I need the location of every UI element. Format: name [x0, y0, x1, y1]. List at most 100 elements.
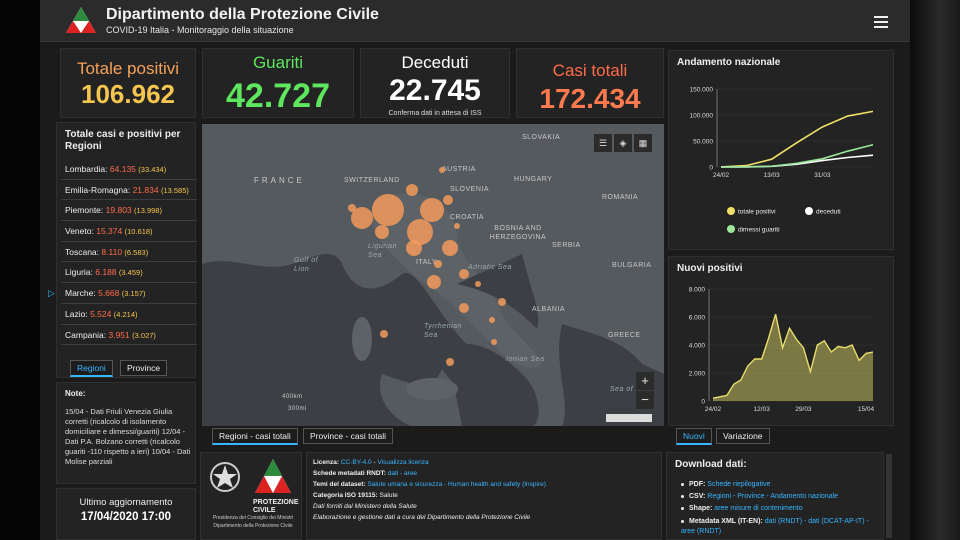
map-layers-icon[interactable]: ◈: [614, 134, 632, 152]
map-label-italy: ITALY: [416, 259, 437, 266]
download-scrollbar[interactable]: [886, 454, 892, 538]
license-link[interactable]: CC-BY-4.0: [340, 459, 372, 466]
y-tick-label: 0: [701, 399, 705, 406]
map-basemap-gallery-icon[interactable]: ▦: [634, 134, 652, 152]
region-row[interactable]: Toscana: 8.110 (6.583): [61, 242, 197, 263]
y-tick-label: 0: [709, 165, 713, 172]
map-label-bulgaria: BULGARIA: [612, 262, 652, 269]
side-expand-arrow-icon[interactable]: ▷: [48, 288, 55, 298]
y-tick-label: 2.000: [689, 371, 706, 378]
info-categoria-value: Salute: [379, 492, 398, 499]
notes-title: Note:: [65, 389, 86, 398]
region-row[interactable]: Piemonte: 19.803 (13.998): [61, 200, 197, 222]
region-total: 15.374: [96, 226, 123, 237]
themes-link[interactable]: Salute umana e sicurezza - Human health …: [367, 481, 546, 488]
notes-text: 15/04 - Dati Friuli Venezia Giulia corre…: [65, 407, 191, 466]
legend-dot: [727, 225, 735, 233]
map-label-gulf-lion: Gulf of Lion: [294, 257, 319, 273]
logo-block: PROTEZIONE CIVILE Presidenza del Consigl…: [200, 452, 302, 540]
region-row[interactable]: Emilia-Romagna: 21.834 (13.585): [61, 180, 197, 201]
region-row[interactable]: Veneto: 15.374 (10.618): [61, 221, 197, 242]
shape-link[interactable]: aree misure di contenimento: [714, 505, 803, 512]
region-row[interactable]: Liguria: 6.188 (3.459): [61, 262, 197, 284]
map-label-serbia: SERBIA: [552, 242, 581, 249]
tab-province[interactable]: Province: [120, 360, 168, 376]
series-line-totale-positivi: [720, 110, 874, 168]
download-csv-label: CSV:: [689, 493, 706, 500]
info-schede-label: Schede metadati RNDT:: [313, 470, 386, 477]
tab-regioni-casi-totali[interactable]: Regioni - casi totali: [212, 428, 298, 445]
x-tick-label: 13/03: [764, 172, 781, 179]
map-label-ligurian: Ligurian Sea: [368, 243, 397, 259]
protezione-civile-emblem-icon: [255, 459, 291, 493]
region-row[interactable]: Campania: 3.951 (3.027): [61, 325, 197, 346]
trend-panel: Andamento nazionale 0 50.000 100.000 150.00…: [668, 50, 894, 250]
region-row[interactable]: Lombardia: 64.135 (33.434): [61, 159, 197, 180]
map-scale-km: 400km: [282, 394, 303, 400]
map-zoom-in-button[interactable]: +: [636, 372, 654, 390]
page-subtitle: COVID-19 Italia - Monitoraggio della sit…: [106, 25, 294, 35]
tab-nuovi[interactable]: Nuovi: [676, 428, 712, 445]
tab-province-casi-totali[interactable]: Province - casi totali: [303, 428, 394, 444]
pdf-link[interactable]: Schede riepilogative: [707, 481, 771, 488]
y-tick-label: 8.000: [689, 287, 706, 294]
tab-variazione[interactable]: Variazione: [716, 428, 770, 444]
info-licenza-label: Licenza:: [313, 459, 340, 466]
map-zoom-out-button[interactable]: −: [636, 391, 654, 409]
map-scale-mi: 300mi: [288, 406, 307, 412]
covid-map[interactable]: FRANCE SWITZERLAND AUSTRIA SLOVAKIA HUNG…: [202, 124, 664, 426]
y-tick-label: 150.000: [690, 87, 714, 94]
region-name: Campania:: [65, 329, 107, 340]
stat-label: Guariti: [252, 53, 304, 72]
info-licenza-sep: -: [371, 459, 378, 466]
x-tick-label: 12/03: [754, 406, 771, 413]
info-temi: Temi del dataset: Salute umana e sicurez…: [313, 481, 546, 488]
logo-line-1: Presidenza del Consiglio dei Ministri: [212, 515, 294, 521]
region-total: 8.110: [101, 246, 123, 257]
region-positive: (10.618): [124, 227, 153, 237]
area-line: [712, 314, 874, 399]
x-tick-label: 15/04: [858, 406, 875, 413]
hamburger-menu-icon[interactable]: [874, 16, 888, 28]
bubble-abruzzo: [459, 269, 469, 279]
trend-panel-title: Andamento nazionale: [677, 57, 781, 68]
y-tick-label: 6.000: [689, 315, 706, 322]
header-bar: Dipartimento della Protezione Civile COV…: [40, 0, 910, 42]
bubble-lazio: [427, 275, 441, 289]
region-positive: (4.214): [113, 309, 138, 319]
monitor-bezel-left: [0, 0, 40, 540]
legend-dot: [805, 207, 813, 215]
map-label-greece: GREECE: [608, 332, 641, 339]
regions-panel-title: Totale casi e positivi per Regioni: [65, 129, 181, 152]
logo-line-2: Dipartimento della Protezione Civile: [213, 523, 293, 529]
region-total: 64.135: [109, 164, 136, 174]
bullet: [681, 482, 684, 486]
map-list-icon[interactable]: ☰: [594, 134, 612, 152]
last-update-panel: Ultimo aggiornamento 17/04/2020 17:00: [56, 488, 196, 540]
x-tick-label: 24/02: [705, 406, 722, 413]
bubble-puglia: [498, 298, 506, 306]
region-row[interactable]: Marche: 5.668 (3.157): [61, 283, 197, 304]
map-label-sea-of: Sea of: [610, 386, 634, 393]
map-label-slovenia: SLOVENIA: [450, 186, 490, 193]
map-label-slovakia: SLOVAKIA: [522, 134, 561, 141]
region-positive: (33.434): [138, 165, 167, 174]
tab-regioni[interactable]: Regioni: [70, 360, 113, 377]
y-tick-label: 50.000: [693, 139, 713, 146]
bubble-toscana: [406, 240, 422, 256]
rndt-links[interactable]: dati - aree: [387, 470, 418, 477]
last-update-label: Ultimo aggiornamento: [79, 497, 173, 508]
bubble-friuli: [443, 195, 453, 205]
x-tick-label: 24/02: [713, 172, 730, 179]
info-categoria: Categoria ISO 19115: Salute: [313, 492, 398, 499]
y-tick-label: 100.000: [690, 113, 714, 120]
csv-link[interactable]: Regioni - Province - Andamento nazionale: [707, 493, 839, 500]
dashboard-screen: Dipartimento della Protezione Civile COV…: [40, 0, 910, 540]
info-fonte: Dati forniti dal Ministero della Salute: [313, 503, 417, 510]
info-block: Licenza: CC-BY-4.0 - Visualizza licenza …: [306, 452, 662, 540]
xml-link[interactable]: dati (RNDT) - dati (DCAT-AP-IT) - aree (…: [681, 518, 869, 535]
region-row[interactable]: Lazio: 5.524 (4.214): [61, 304, 197, 325]
view-license-link[interactable]: Visualizza licenza: [377, 459, 429, 466]
bubble-sardegna: [380, 330, 388, 338]
bubble-lombardia: [372, 194, 404, 226]
